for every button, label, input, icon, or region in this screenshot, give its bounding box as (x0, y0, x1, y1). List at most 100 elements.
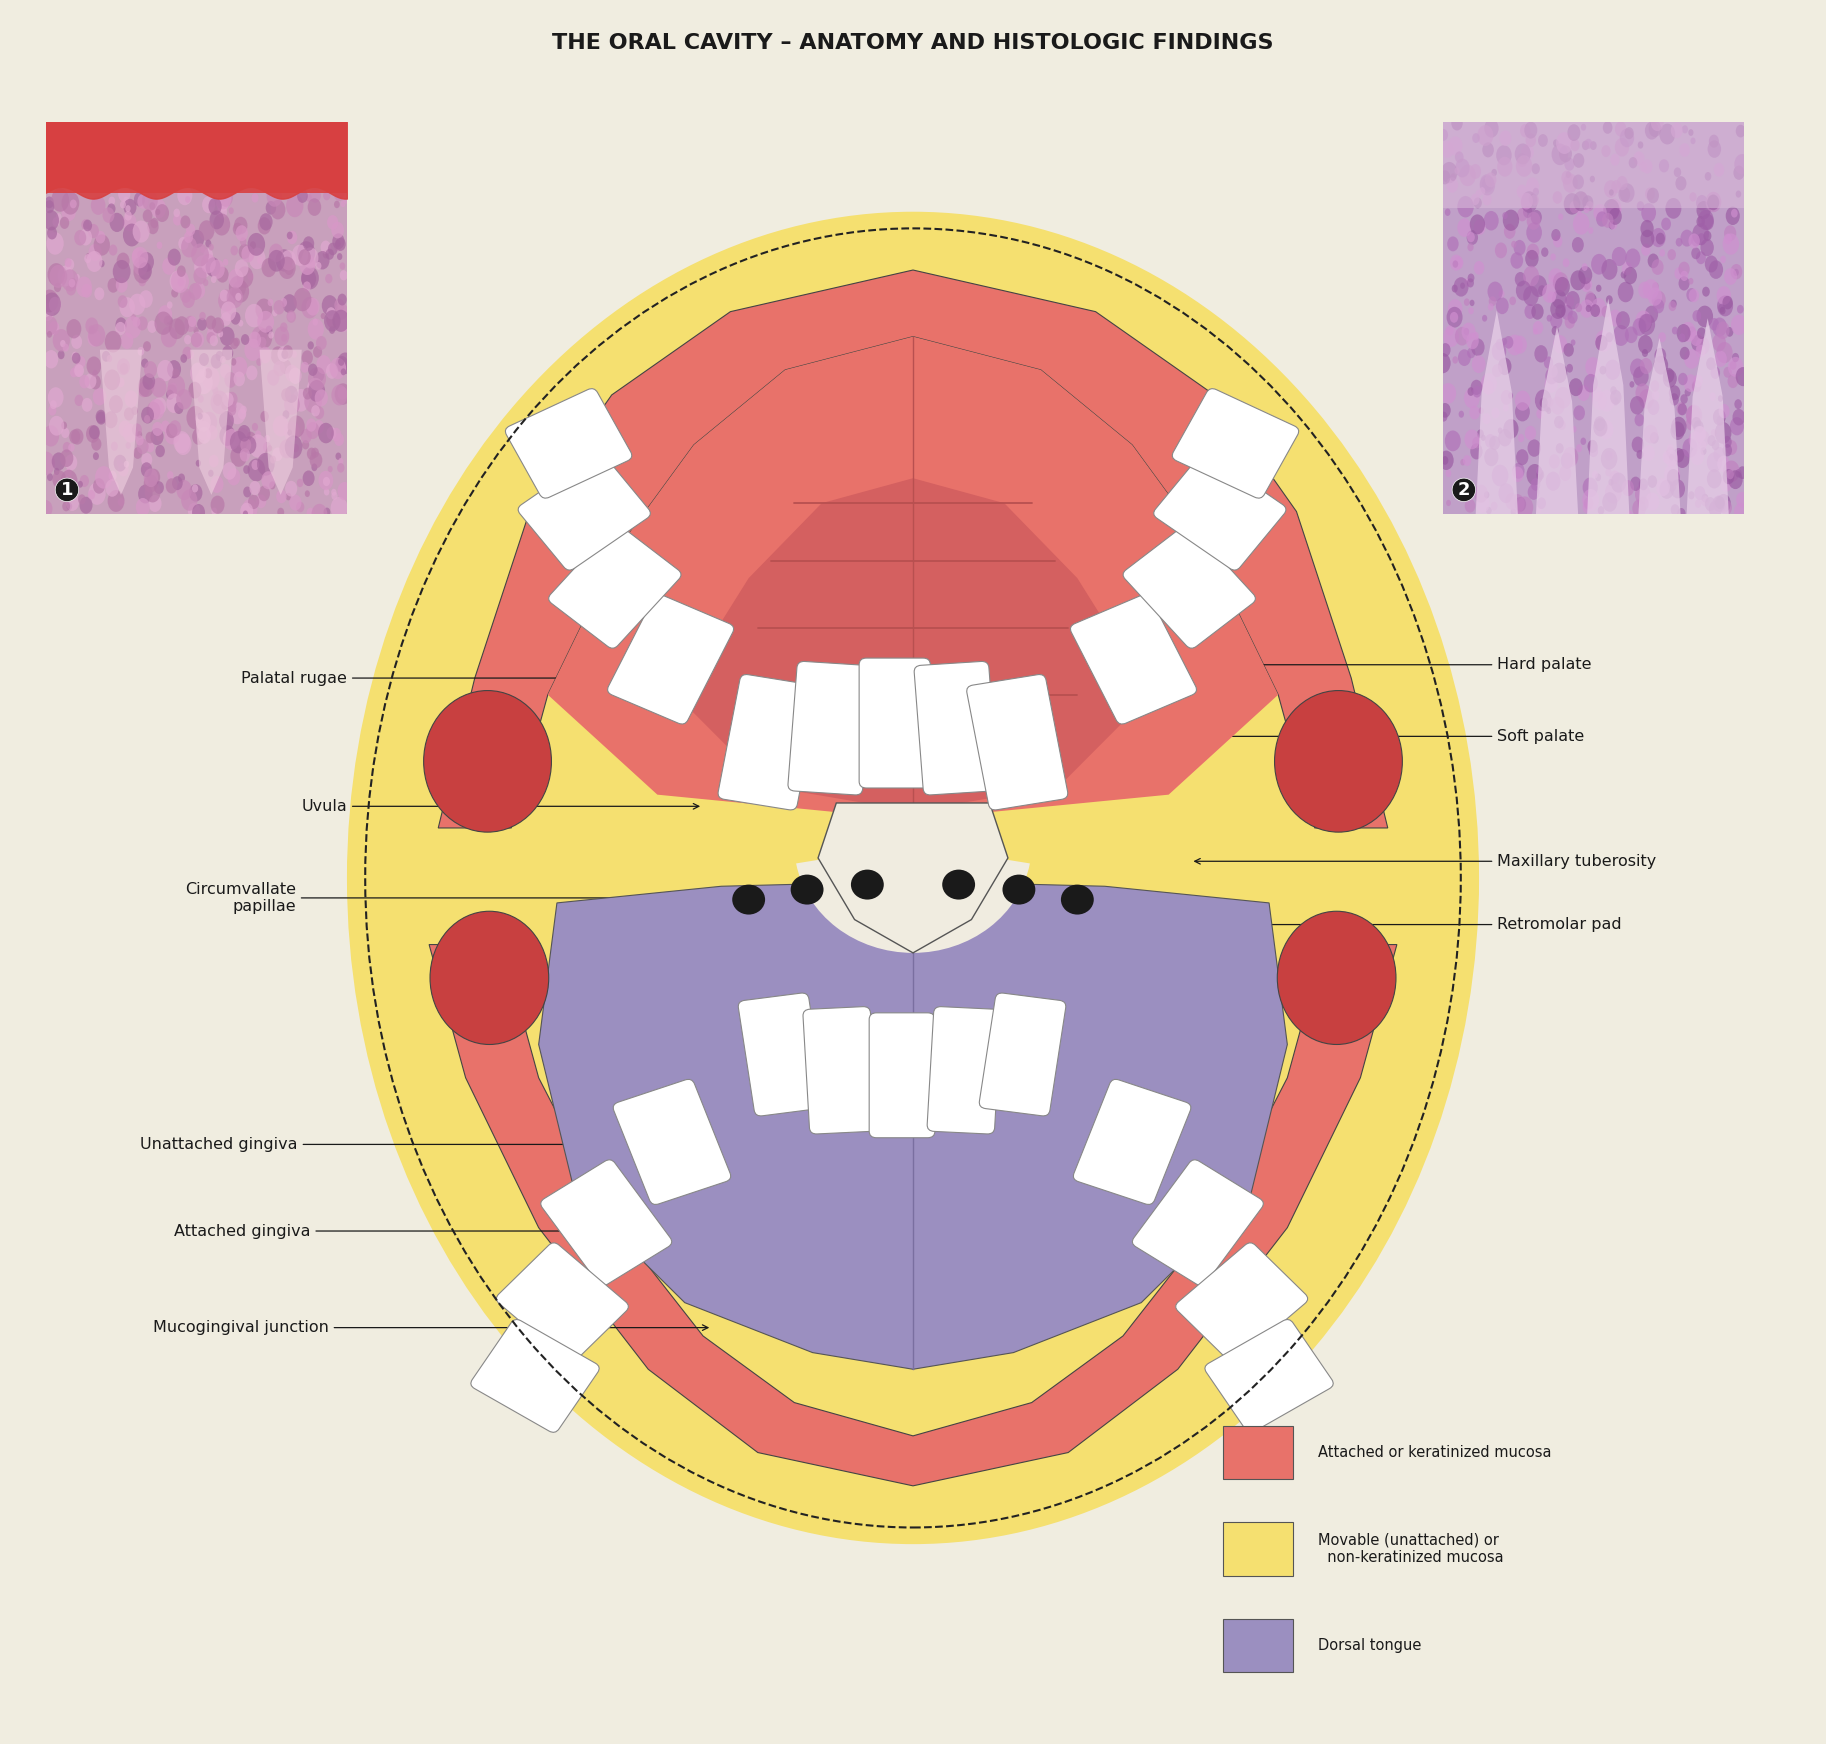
Circle shape (1611, 385, 1616, 394)
Circle shape (225, 371, 237, 387)
Circle shape (1585, 358, 1601, 377)
Circle shape (318, 422, 334, 443)
Circle shape (1470, 406, 1479, 420)
Circle shape (148, 220, 159, 234)
Circle shape (340, 262, 345, 270)
Circle shape (1623, 267, 1636, 284)
Circle shape (1492, 408, 1499, 419)
Circle shape (53, 218, 60, 227)
Circle shape (108, 197, 115, 206)
Circle shape (268, 244, 283, 262)
Circle shape (104, 412, 117, 429)
Circle shape (239, 237, 247, 246)
Circle shape (205, 239, 212, 248)
Circle shape (298, 241, 316, 265)
Circle shape (199, 312, 206, 321)
Circle shape (152, 199, 166, 218)
Circle shape (1446, 326, 1453, 335)
Circle shape (1654, 347, 1665, 363)
Circle shape (135, 436, 144, 445)
FancyBboxPatch shape (1172, 389, 1298, 499)
Circle shape (261, 412, 268, 422)
Circle shape (247, 366, 257, 380)
Circle shape (1640, 389, 1654, 408)
Circle shape (47, 263, 66, 286)
Circle shape (1651, 380, 1660, 392)
Circle shape (234, 216, 248, 234)
Circle shape (1680, 143, 1689, 157)
Circle shape (133, 192, 144, 206)
Circle shape (1457, 349, 1470, 366)
Circle shape (243, 511, 248, 518)
Circle shape (307, 319, 323, 340)
Circle shape (1517, 434, 1525, 443)
Circle shape (47, 227, 57, 239)
Circle shape (157, 433, 163, 441)
Circle shape (1707, 434, 1716, 446)
Circle shape (206, 258, 221, 277)
Circle shape (1501, 391, 1512, 405)
Circle shape (1567, 310, 1578, 324)
Circle shape (215, 267, 228, 283)
Circle shape (104, 331, 121, 352)
Circle shape (115, 277, 128, 293)
Bar (46, 122, 347, 194)
Circle shape (1638, 314, 1654, 335)
Circle shape (340, 201, 345, 208)
Circle shape (95, 230, 106, 244)
Circle shape (1673, 326, 1678, 335)
Circle shape (1499, 131, 1512, 146)
Circle shape (46, 197, 53, 208)
Circle shape (1715, 351, 1727, 366)
Circle shape (1685, 406, 1700, 424)
Circle shape (334, 433, 343, 446)
Circle shape (307, 419, 316, 433)
Circle shape (1537, 497, 1547, 509)
Circle shape (1565, 171, 1570, 178)
Circle shape (1552, 143, 1569, 166)
Circle shape (230, 246, 237, 255)
Circle shape (194, 326, 199, 333)
Circle shape (1554, 335, 1567, 354)
Circle shape (47, 405, 57, 415)
Circle shape (228, 269, 243, 288)
Circle shape (307, 298, 320, 316)
Circle shape (1510, 296, 1516, 305)
Circle shape (243, 466, 250, 474)
FancyBboxPatch shape (738, 992, 825, 1116)
Circle shape (237, 319, 243, 326)
Circle shape (1733, 269, 1738, 276)
Circle shape (316, 337, 327, 351)
Circle shape (49, 401, 57, 410)
Circle shape (133, 262, 152, 283)
Circle shape (327, 310, 340, 328)
Circle shape (1583, 497, 1592, 509)
Circle shape (732, 884, 765, 914)
Circle shape (1713, 317, 1727, 337)
Circle shape (261, 258, 276, 277)
Circle shape (95, 466, 113, 488)
Circle shape (146, 401, 161, 420)
Circle shape (223, 258, 228, 265)
Circle shape (131, 248, 144, 265)
Circle shape (247, 433, 256, 445)
Circle shape (267, 445, 272, 452)
Circle shape (1536, 408, 1545, 419)
Circle shape (215, 351, 223, 361)
Circle shape (181, 216, 190, 228)
Circle shape (268, 298, 274, 307)
Circle shape (256, 494, 267, 508)
Circle shape (1521, 146, 1528, 155)
Circle shape (1689, 277, 1693, 284)
Circle shape (1713, 446, 1726, 462)
Circle shape (1693, 223, 1709, 246)
Circle shape (1695, 426, 1705, 441)
Circle shape (51, 452, 66, 471)
Circle shape (1647, 188, 1660, 204)
Circle shape (1501, 338, 1506, 345)
Circle shape (1516, 497, 1527, 511)
Circle shape (1532, 188, 1539, 195)
Circle shape (58, 351, 64, 359)
Circle shape (223, 462, 236, 480)
Circle shape (1614, 138, 1629, 157)
